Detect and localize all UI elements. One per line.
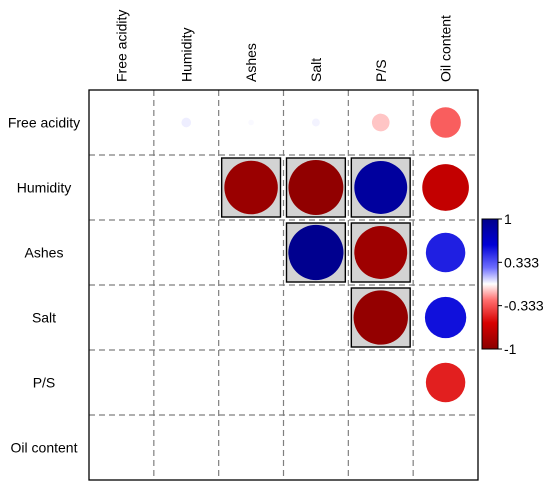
colorbar-tick-label: -0.333 [504,298,544,314]
column-label-humidity: Humidity [178,28,194,82]
column-labels: Free acidity Humidity Ashes Salt P/S Oil cont… [113,10,453,82]
colorbar-tick-label: 1 [504,211,512,227]
correlation-circle-p-s-oil-content [425,362,466,403]
correlation-circle-ashes-salt [288,224,344,281]
colorbar-tick-label: -1 [504,341,517,357]
row-label-salt: Salt [32,310,56,326]
row-label-oil-content: Oil content [11,440,78,456]
correlation-circle-free-acidity-oil-content [430,107,461,138]
column-label-p-s: P/S [373,59,389,82]
correlation-circle-humidity-salt [288,160,344,215]
column-label-salt: Salt [308,58,324,82]
row-label-humidity: Humidity [17,180,71,196]
colorbar-gradient [481,218,499,350]
correlation-circle-ashes-oil-content [425,232,466,273]
row-label-ashes: Ashes [25,245,64,261]
column-label-oil-content: Oil content [438,15,454,82]
plot-frame [88,89,479,481]
column-label-ashes: Ashes [243,43,259,82]
correlation-cells [181,107,469,403]
column-label-free-acidity: Free acidity [113,10,129,82]
colorbar: 1 0.333 -0.333 -1 [481,211,544,357]
correlation-circle-free-acidity-p-s [371,113,390,132]
correlation-circle-free-acidity-salt [311,118,320,127]
row-label-free-acidity: Free acidity [8,115,80,131]
correlation-circle-free-acidity-ashes [248,119,254,126]
grid-lines [89,90,478,480]
correlation-circle-free-acidity-humidity [181,117,192,128]
correlation-circle-humidity-ashes [224,160,278,215]
correlation-circle-salt-p-s [353,290,408,345]
correlation-circle-salt-oil-content [424,296,467,339]
correlation-circle-humidity-p-s [354,161,408,214]
row-labels: Free acidity Humidity Ashes Salt P/S Oil cont… [8,115,80,456]
correlation-circle-ashes-p-s [354,226,408,279]
row-label-p-s: P/S [33,375,56,391]
colorbar-tick-label: 0.333 [504,254,539,270]
correlation-circle-humidity-oil-content [422,164,469,211]
